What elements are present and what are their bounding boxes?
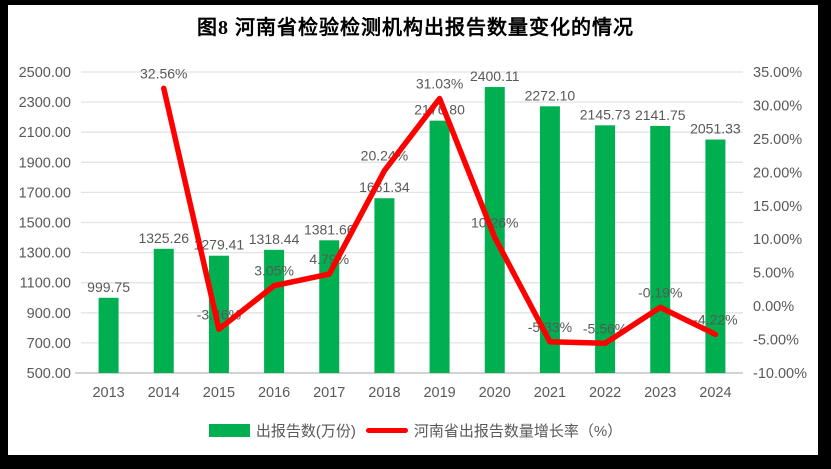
y-axis-left-tick-label: 1300.00 bbox=[19, 246, 71, 262]
bar-2018 bbox=[374, 198, 395, 373]
bar-value-label: 1661.34 bbox=[359, 179, 410, 195]
scan-border-top bbox=[0, 0, 831, 5]
y-axis-right-tick-label: 20.00% bbox=[753, 165, 802, 181]
y-axis-right-tick-label: -10.00% bbox=[753, 366, 807, 382]
y-axis-right-tick-label: 35.00% bbox=[753, 65, 802, 81]
scan-border-bottom bbox=[0, 455, 831, 469]
y-axis-right-tick-label: -5.00% bbox=[753, 333, 799, 349]
bar-2024 bbox=[705, 139, 726, 373]
growth-value-label: 10.26% bbox=[471, 214, 518, 230]
scan-border-left bbox=[0, 0, 8, 469]
x-axis-tick-label: 2013 bbox=[92, 385, 124, 401]
bar-2013 bbox=[98, 297, 119, 373]
growth-value-label: -5.33% bbox=[528, 319, 572, 335]
bar-2019 bbox=[429, 120, 450, 373]
y-axis-right-tick-label: 10.00% bbox=[753, 232, 802, 248]
growth-value-label: -0.19% bbox=[638, 284, 682, 300]
x-axis-tick-label: 2021 bbox=[534, 385, 566, 401]
bar-2023 bbox=[650, 125, 671, 373]
legend-line-swatch bbox=[365, 428, 408, 433]
y-axis-left-tick-label: 2300.00 bbox=[19, 95, 71, 111]
bar-value-label: 1381.66 bbox=[304, 221, 355, 237]
bar-value-label: 1279.41 bbox=[194, 237, 245, 253]
y-axis-left-tick-label: 500.00 bbox=[27, 366, 71, 382]
y-axis-left-tick-label: 1900.00 bbox=[19, 155, 71, 171]
scan-border-right bbox=[818, 0, 831, 469]
legend-line-label: 河南省出报告数量增长率（%） bbox=[413, 423, 623, 440]
x-axis-tick-label: 2018 bbox=[368, 385, 400, 401]
x-axis-tick-label: 2019 bbox=[423, 385, 455, 401]
growth-value-label: -4.22% bbox=[693, 311, 737, 327]
chart-title: 图8 河南省检验检测机构出报告数量变化的情况 bbox=[197, 17, 634, 39]
bar-value-label: 2141.75 bbox=[635, 107, 686, 123]
x-axis-tick-label: 2024 bbox=[699, 385, 731, 401]
x-axis-tick-label: 2020 bbox=[479, 385, 511, 401]
x-axis-tick-label: 2015 bbox=[203, 385, 235, 401]
y-axis-left-tick-label: 2100.00 bbox=[19, 125, 71, 141]
bar-2015 bbox=[208, 255, 229, 373]
y-axis-right-tick-label: 15.00% bbox=[753, 199, 802, 215]
y-axis-left-tick-label: 900.00 bbox=[27, 306, 71, 322]
y-axis-right-tick-label: 25.00% bbox=[753, 132, 802, 148]
legend-bar-label: 出报告数(万份) bbox=[255, 423, 356, 440]
bar-2020 bbox=[484, 87, 505, 373]
growth-line bbox=[161, 85, 719, 347]
growth-value-label: 31.03% bbox=[416, 76, 463, 92]
y-axis-left-tick-label: 700.00 bbox=[27, 336, 71, 352]
y-axis-left-tick-label: 1500.00 bbox=[19, 216, 71, 232]
bar-2016 bbox=[264, 249, 285, 373]
bar-value-label: 1318.44 bbox=[249, 231, 300, 247]
bar-value-label: 2051.33 bbox=[690, 121, 741, 137]
bar-2014 bbox=[153, 248, 174, 373]
legend: 出报告数(万份) 河南省出报告数量增长率（%） bbox=[0, 420, 831, 441]
bar-value-label: 2145.73 bbox=[580, 106, 631, 122]
y-axis-left-tick-label: 1100.00 bbox=[20, 276, 71, 292]
bar-value-label: 1325.26 bbox=[138, 230, 189, 246]
y-axis-left-tick-label: 2500.00 bbox=[19, 65, 71, 81]
bar-value-label: 999.75 bbox=[87, 279, 130, 295]
x-axis-tick-label: 2016 bbox=[258, 385, 290, 401]
y-axis-right-tick-label: 30.00% bbox=[753, 98, 802, 114]
growth-value-label: -5.56% bbox=[583, 320, 627, 336]
bar-2021 bbox=[539, 106, 560, 373]
x-axis-tick-label: 2022 bbox=[589, 385, 621, 401]
growth-value-label: 32.56% bbox=[140, 65, 187, 81]
x-axis-tick-label: 2017 bbox=[313, 385, 345, 401]
x-axis-tick-label: 2023 bbox=[644, 385, 676, 401]
bar-value-label: 2400.11 bbox=[470, 68, 520, 84]
y-axis-right-tick-label: 0.00% bbox=[753, 299, 794, 315]
y-axis-left-tick-label: 1700.00 bbox=[19, 185, 71, 201]
y-axis-right-tick-label: 5.00% bbox=[753, 266, 794, 282]
x-axis-tick-label: 2014 bbox=[148, 385, 180, 401]
growth-value-label: 3.05% bbox=[254, 263, 294, 279]
bar-2022 bbox=[595, 125, 616, 374]
legend-bar-swatch bbox=[208, 424, 250, 437]
bar-value-label: 2272.10 bbox=[525, 87, 576, 103]
